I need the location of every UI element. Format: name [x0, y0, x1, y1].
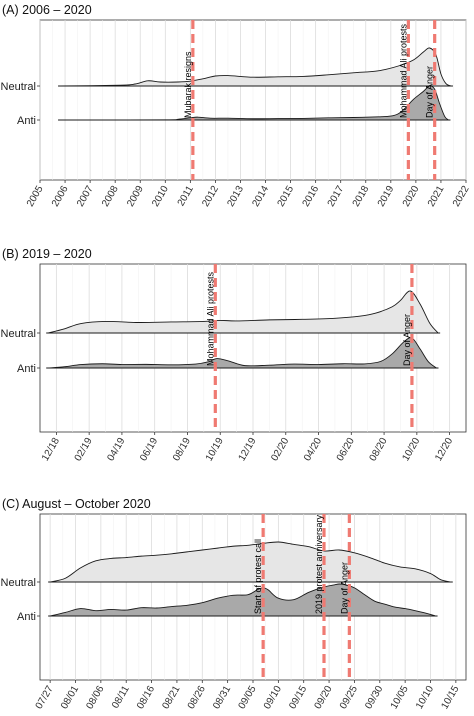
event-label: Mubarak resigns — [183, 51, 193, 118]
x-tick-label: 2022 — [451, 184, 472, 209]
x-tick-label: 2012 — [200, 184, 221, 209]
x-tick-label: 02/20 — [269, 436, 291, 464]
x-tick-label: 04/20 — [302, 436, 324, 464]
x-tick-label: 2019 — [376, 184, 397, 209]
x-tick-label: 2021 — [426, 184, 447, 209]
x-tick-label: 2013 — [225, 184, 246, 209]
event-label: Day of Anger — [425, 66, 435, 118]
row-label-neutral: Neutral — [1, 577, 36, 589]
x-tick-label: 12/19 — [237, 436, 259, 464]
x-tick-label: 2011 — [176, 184, 196, 209]
x-tick-label: 2020 — [401, 184, 422, 209]
x-tick-label: 2016 — [301, 184, 322, 209]
x-tick-label: 2014 — [250, 184, 271, 209]
panel-title: (C) August – October 2020 — [2, 497, 151, 511]
x-tick-label: 02/19 — [73, 436, 95, 464]
ridge-anti-area — [50, 583, 436, 617]
x-tick-label: 09/10 — [262, 684, 284, 712]
x-tick-label: 10/05 — [389, 684, 411, 712]
row-label-anti: Anti — [17, 363, 36, 375]
x-tick-label: 10/10 — [414, 684, 436, 712]
x-tick-label: 2008 — [100, 184, 121, 209]
ridge-neutral-area — [48, 290, 440, 334]
x-tick-label: 09/20 — [313, 684, 335, 712]
event-label: Day of Anger — [402, 314, 412, 366]
panel-2: (B) 2019 – 2020 12/18 02/19 04/19 06/19 08/19… — [1, 247, 467, 464]
x-tick-label: 08/20 — [368, 436, 390, 464]
event-label: Mohammad Ali protests — [205, 271, 215, 366]
x-tick-label: 09/05 — [237, 684, 259, 712]
x-tick-label: 08/21 — [160, 684, 182, 712]
x-tick-label: 12/18 — [40, 436, 62, 464]
x-tick-label: 06/20 — [335, 436, 357, 464]
x-tick-label: 08/26 — [186, 684, 208, 712]
row-label-anti: Anti — [17, 115, 36, 127]
x-tick-label: 09/25 — [338, 684, 360, 712]
ridge-neutral-area — [60, 47, 452, 87]
event-label: Start of protest call — [253, 539, 263, 614]
x-tick-label: 09/15 — [287, 684, 309, 712]
x-tick-label: 08/01 — [59, 684, 81, 712]
x-tick-label: 2009 — [125, 184, 146, 209]
x-tick-label: 12/20 — [433, 436, 455, 464]
x-tick-label: 07/27 — [34, 684, 56, 712]
row-label-neutral: Neutral — [1, 81, 36, 93]
x-tick-label: 10/15 — [439, 684, 461, 712]
x-tick-label: 2018 — [351, 184, 372, 209]
x-tick-label: 2007 — [75, 184, 96, 209]
panel-title: (B) 2019 – 2020 — [2, 247, 92, 261]
x-tick-label: 09/30 — [363, 684, 385, 712]
panel-3: (C) August – October 2020 07/27 08/01 08/06… — [1, 497, 467, 712]
row-label-neutral: Neutral — [1, 328, 36, 340]
ridge-anti-area — [48, 337, 438, 369]
x-tick-label: 08/06 — [84, 684, 106, 712]
event-label: Day of Anger — [339, 562, 349, 614]
x-tick-label: 08/11 — [110, 684, 132, 711]
x-tick-label: 2010 — [150, 184, 171, 209]
row-label-anti: Anti — [17, 611, 36, 623]
x-tick-label: 06/19 — [138, 436, 160, 464]
x-tick-label: 08/31 — [211, 684, 233, 712]
ridge-anti-area — [60, 85, 450, 121]
x-tick-label: 2017 — [326, 184, 347, 209]
panel-title: (A) 2006 – 2020 — [2, 3, 92, 17]
x-tick-label: 2006 — [50, 184, 71, 209]
x-tick-label: 2015 — [276, 184, 297, 209]
x-tick-label: 10/19 — [204, 436, 226, 464]
x-tick-label: 08/19 — [171, 436, 193, 464]
event-label: Mohammad Ali protests — [398, 23, 408, 118]
x-tick-label: 08/16 — [135, 684, 157, 712]
x-tick-label: 04/19 — [105, 436, 127, 464]
event-label: 2019 protest anniversary — [314, 514, 324, 614]
x-tick-label: 2005 — [25, 184, 46, 209]
x-tick-label: 10/20 — [400, 436, 422, 464]
